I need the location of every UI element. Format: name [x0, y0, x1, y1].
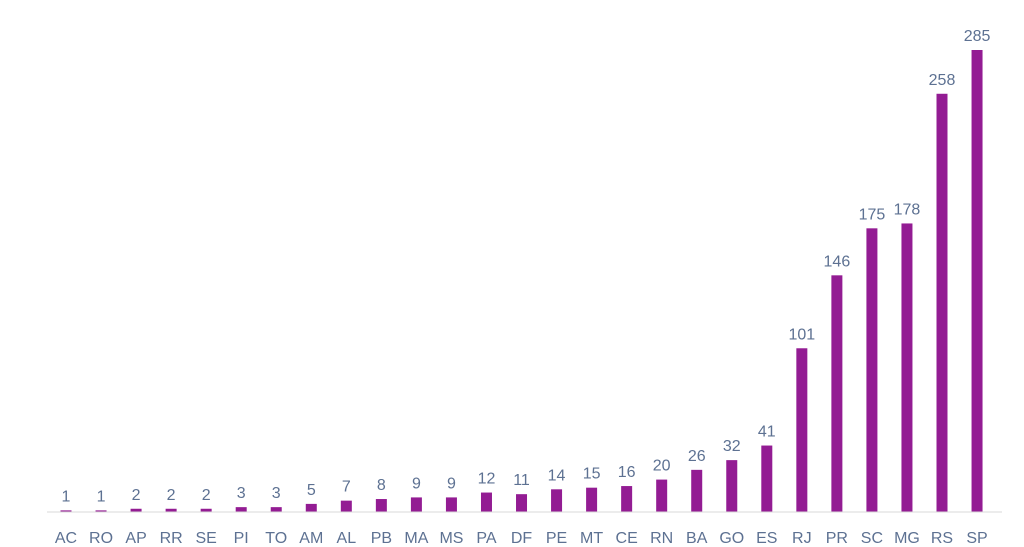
bar-pi: [235, 507, 247, 512]
bar-ac: [60, 510, 72, 512]
x-tick-label-al: AL: [337, 530, 357, 547]
x-tick-label-rs: RS: [931, 530, 953, 547]
x-tick-label-mg: MG: [894, 530, 920, 547]
x-tick-label-pi: PI: [234, 530, 249, 547]
x-tick-label-df: DF: [511, 530, 533, 547]
data-label-ms: 9: [447, 475, 456, 492]
bars-group: [60, 50, 983, 513]
bar-rn: [656, 479, 668, 512]
x-tick-label-ap: AP: [125, 530, 146, 547]
bar-am: [305, 503, 317, 512]
bar-pe: [551, 489, 563, 512]
x-tick-label-pb: PB: [371, 530, 392, 547]
data-label-pi: 3: [237, 485, 246, 502]
x-tick-label-to: TO: [265, 530, 287, 547]
x-tick-labels-group: AC RO AP RR SE PI TO AM AL PB MA MS PA DF PE MT CE RN BA GO…: [55, 530, 988, 547]
bar-es: [761, 445, 773, 512]
x-tick-label-ms: MS: [439, 530, 463, 547]
bar-al: [340, 500, 352, 512]
data-label-ce: 16: [618, 464, 636, 481]
data-label-go: 32: [723, 438, 741, 455]
bar-pa: [480, 492, 492, 512]
data-label-ro: 1: [97, 488, 106, 505]
data-label-al: 7: [342, 479, 351, 496]
bar-mg: [901, 223, 913, 512]
x-tick-label-go: GO: [719, 530, 744, 547]
bar-rj: [796, 348, 808, 512]
data-label-rn: 20: [653, 458, 671, 475]
bar-ma: [410, 497, 422, 512]
x-tick-label-rj: RJ: [792, 530, 812, 547]
x-tick-label-pe: PE: [546, 530, 567, 547]
data-label-ap: 2: [132, 487, 141, 504]
data-label-pr: 146: [824, 253, 851, 270]
x-tick-label-ac: AC: [55, 530, 77, 547]
bar-df: [516, 494, 528, 512]
data-label-df: 11: [513, 472, 530, 489]
bar-rs: [936, 93, 948, 513]
bar-mt: [586, 487, 598, 512]
data-label-rs: 258: [929, 72, 956, 89]
data-label-am: 5: [307, 482, 316, 499]
data-label-to: 3: [272, 485, 281, 502]
bar-se: [200, 508, 212, 512]
bar-ms: [445, 497, 457, 512]
x-tick-label-ce: CE: [616, 530, 638, 547]
x-tick-label-se: SE: [195, 530, 216, 547]
bar-sc: [866, 228, 878, 512]
x-tick-label-ro: RO: [89, 530, 113, 547]
data-label-ac: 1: [62, 488, 71, 505]
data-label-es: 41: [758, 424, 776, 441]
x-tick-label-ba: BA: [686, 530, 708, 547]
bar-ro: [95, 510, 107, 512]
bar-ba: [691, 469, 703, 512]
x-tick-label-ma: MA: [404, 530, 428, 547]
x-tick-label-pr: PR: [826, 530, 848, 547]
bar-ce: [621, 486, 633, 512]
bar-rr: [165, 508, 177, 512]
bar-to: [270, 507, 282, 512]
data-label-mg: 178: [894, 201, 921, 218]
x-tick-label-es: ES: [756, 530, 777, 547]
x-tick-label-rr: RR: [160, 530, 183, 547]
x-tick-label-am: AM: [299, 530, 323, 547]
x-tick-label-sc: SC: [861, 530, 883, 547]
data-label-se: 2: [202, 487, 211, 504]
data-label-sc: 175: [859, 206, 886, 223]
data-label-sp: 285: [964, 28, 991, 45]
data-label-ma: 9: [412, 475, 421, 492]
bar-pb: [375, 499, 387, 512]
bar-ap: [130, 508, 142, 512]
data-label-rr: 2: [167, 487, 176, 504]
data-label-ba: 26: [688, 448, 706, 465]
data-label-mt: 15: [583, 466, 601, 483]
bar-go: [726, 460, 738, 512]
x-tick-label-pa: PA: [476, 530, 496, 547]
data-label-pe: 14: [548, 467, 566, 484]
data-label-pa: 12: [478, 471, 496, 488]
bar-pr: [831, 275, 843, 512]
data-label-rj: 101: [788, 326, 815, 343]
bar-sp: [971, 50, 983, 512]
x-tick-label-mt: MT: [580, 530, 603, 547]
data-label-pb: 8: [377, 477, 386, 494]
x-tick-label-sp: SP: [966, 530, 987, 547]
x-tick-label-rn: RN: [650, 530, 673, 547]
